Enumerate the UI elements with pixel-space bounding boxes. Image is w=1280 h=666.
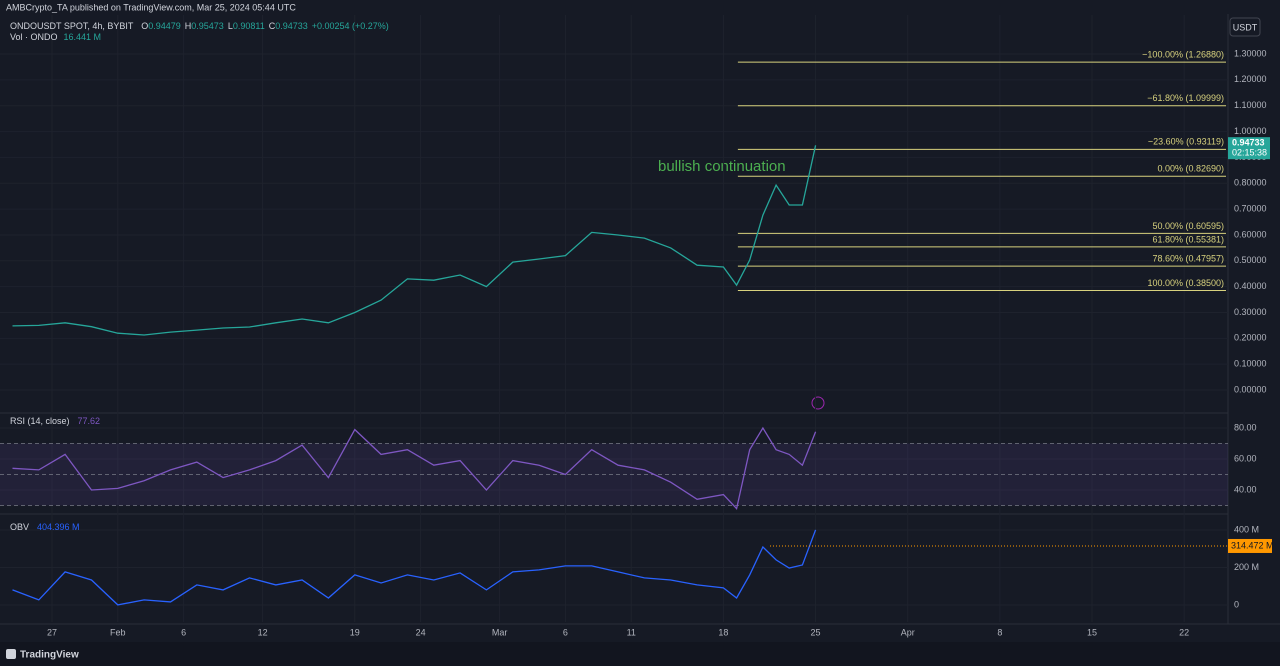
x-tick-label: 6 (563, 627, 568, 637)
fib-label: 0.00% (0.82690) (1157, 164, 1224, 174)
series-line (12, 426, 817, 510)
x-tick-label: Apr (901, 627, 915, 637)
y-tick-label: 0.00000 (1234, 384, 1267, 394)
marker-label: 314.472 M (1231, 540, 1274, 550)
y-tick-label: 40.00 (1234, 484, 1257, 494)
legend: ONDOUSDT SPOT, 4h, BYBIT O0.94479 H0.95473… (10, 21, 389, 31)
series-line (12, 145, 817, 336)
y-tick-label: 0.30000 (1234, 307, 1267, 317)
y-tick-label: 0 (1234, 599, 1239, 609)
currency-box (1229, 17, 1261, 37)
brand-logo (6, 649, 16, 659)
y-tick-label: 0.50000 (1234, 255, 1267, 265)
legend: RSI (14, close) 77.62 (10, 416, 100, 426)
ohlc-value: 0.90811 (233, 21, 265, 31)
x-tick-label: 27 (47, 627, 57, 637)
legend-name: RSI (14, close) (10, 416, 70, 426)
x-tick-label: 22 (1179, 627, 1189, 637)
y-tick-label: 1.20000 (1234, 74, 1267, 84)
marker-tag (1228, 538, 1272, 553)
publisher: AMBCrypto_TA published on TradingView.co… (6, 2, 296, 12)
y-tick-label: 400 M (1234, 524, 1259, 534)
series-line (12, 529, 817, 606)
y-tick-label: 0.20000 (1234, 333, 1267, 343)
x-tick-label: Feb (110, 627, 126, 637)
price-tag (1228, 137, 1270, 160)
fib-label: 61.80% (0.55381) (1152, 234, 1224, 244)
countdown: 02:15:38 (1232, 148, 1267, 158)
y-tick-label: 0.10000 (1234, 359, 1267, 369)
y-tick-label: 0.40000 (1234, 281, 1267, 291)
legend-value: 77.62 (78, 416, 101, 426)
legend: OBV 404.396 M (10, 522, 80, 532)
footer-bar (0, 642, 1280, 666)
x-tick-label: 19 (350, 627, 360, 637)
legend-name: OBV (10, 522, 29, 532)
ohlc-value: 0.94479 (148, 21, 181, 31)
annotation: bullish continuation (658, 158, 786, 175)
volume-value: 16.441 M (64, 32, 102, 42)
event-icon (811, 396, 825, 410)
y-tick-label: 0.60000 (1234, 229, 1267, 239)
legend-name: ONDOUSDT SPOT, 4h, BYBIT (10, 21, 134, 31)
y-tick-label: 0.70000 (1234, 203, 1267, 213)
x-tick-label: 15 (1087, 627, 1097, 637)
y-tick-label: 80.00 (1234, 422, 1257, 432)
x-tick-label: 8 (997, 627, 1002, 637)
y-tick-label: 1.10000 (1234, 100, 1267, 110)
fib-label: 50.00% (0.60595) (1152, 221, 1224, 231)
ohlc-value: 0.95473 (191, 21, 224, 31)
y-tick-label: 0.80000 (1234, 178, 1267, 188)
fib-label: 78.60% (0.47957) (1152, 253, 1224, 263)
y-tick-label: 1.00000 (1234, 126, 1267, 136)
brand: TradingView (20, 650, 79, 661)
x-tick-label: 24 (416, 627, 426, 637)
ohlc-key: O (141, 21, 148, 31)
y-tick-label: 1.30000 (1234, 48, 1267, 58)
fib-label: −100.00% (1.26880) (1142, 49, 1224, 59)
ohlc-value: 0.94733 (275, 21, 308, 31)
volume-legend: Vol · ONDO 16.441 M (10, 32, 101, 42)
volume-label: Vol · ONDO (10, 32, 58, 42)
y-tick-label: 200 M (1234, 562, 1259, 572)
currency: USDT (1233, 22, 1258, 32)
x-tick-label: Mar (492, 627, 508, 637)
x-tick-label: 12 (258, 627, 268, 637)
fib-label: −61.80% (1.09999) (1147, 93, 1224, 103)
x-tick-label: 6 (181, 627, 186, 637)
x-tick-label: 11 (627, 627, 636, 637)
ohlc-key: C (269, 21, 276, 31)
fib-label: 100.00% (0.38500) (1147, 278, 1224, 288)
x-tick-label: 25 (811, 627, 821, 637)
change: +0.00254 (+0.27%) (312, 21, 389, 31)
x-tick-label: 18 (718, 627, 728, 637)
ohlc-key: H (185, 21, 192, 31)
ohlc-key: L (228, 21, 233, 31)
legend-value: 404.396 M (37, 522, 80, 532)
fib-label: −23.60% (0.93119) (1148, 137, 1224, 147)
price-tag-label: 0.94733 (1232, 138, 1265, 148)
y-tick-label: 60.00 (1234, 453, 1257, 463)
